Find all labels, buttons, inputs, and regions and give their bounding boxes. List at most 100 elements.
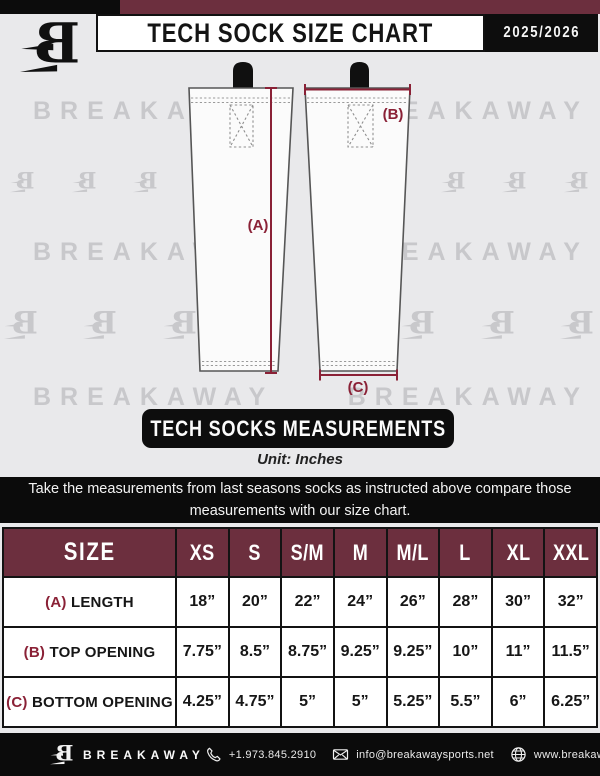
sock-measurement-diagram: (A) (B) (C) <box>188 62 411 396</box>
breakaway-logo-watermark-icon <box>560 307 596 343</box>
header-cell-sm: S/M <box>280 527 335 578</box>
header-cell-l: L <box>438 527 493 578</box>
breakaway-logo-watermark-icon <box>72 169 98 195</box>
unit-label: Unit: Inches <box>257 451 343 468</box>
globe-icon <box>511 747 526 762</box>
cell-length-l: 28” <box>438 576 493 628</box>
cell-bottom-sm: 5” <box>280 676 335 728</box>
measurements-banner: TECH SOCKS MEASUREMENTS <box>142 409 454 448</box>
cell-bottom-s: 4.75” <box>227 676 283 728</box>
header-cell-xs: XS <box>175 527 230 578</box>
cell-length-xs: 18” <box>175 576 230 628</box>
footer-email[interactable]: info@breakawaysports.net <box>332 746 494 763</box>
header-cell-xxl: XXL <box>543 527 598 578</box>
watermark-text-row: BREAKAWAY BREAKAWAY <box>33 383 589 411</box>
measurements-banner-label: TECH SOCKS MEASUREMENTS <box>150 415 446 441</box>
season-label: 2025/2026 <box>503 24 580 41</box>
header-cell-xl: XL <box>490 527 546 578</box>
header-cell-ml: M/L <box>385 527 441 578</box>
cell-top-s: 8.5” <box>227 626 283 678</box>
cell-length-s: 20” <box>227 576 283 628</box>
row-label-top-opening: (B) TOP OPENING <box>2 626 177 678</box>
right-sock-tab <box>350 62 369 88</box>
row-prefix-c: (C) <box>6 693 28 711</box>
col-label: XS <box>189 539 215 565</box>
cell-bottom-m: 5” <box>332 676 388 728</box>
cell-length-ml: 26” <box>385 576 441 628</box>
label-c: (C) <box>348 379 369 396</box>
col-label: S/M <box>290 539 325 565</box>
header-cell-m: M <box>332 527 388 578</box>
label-b: (B) <box>383 106 404 123</box>
footer-contacts: +1.973.845.2910 info@breakawaysports.net… <box>205 746 600 763</box>
cell-top-sm: 8.75” <box>280 626 335 678</box>
header-strip-maroon <box>120 0 600 14</box>
col-label: L <box>459 539 472 565</box>
row-label-bottom-opening: (C) BOTTOM OPENING <box>2 676 177 728</box>
col-label: M <box>352 539 368 565</box>
footer-brand: BREAKAWAY <box>50 742 205 767</box>
breakaway-logo-watermark-icon <box>10 169 36 195</box>
season-badge: 2025/2026 <box>485 14 598 52</box>
cell-bottom-xxl: 6.25” <box>543 676 598 728</box>
email-icon <box>333 749 349 760</box>
col-label: M/L <box>396 539 429 565</box>
col-label: XXL <box>552 539 589 565</box>
instruction-bar: Take the measurements from last seasons … <box>0 477 600 523</box>
col-label: S <box>248 539 262 565</box>
cell-length-xxl: 32” <box>543 576 598 628</box>
row-label-text: LENGTH <box>70 593 134 611</box>
left-sock-velcro-patch <box>229 104 254 148</box>
row-label-text: BOTTOM OPENING <box>31 693 173 711</box>
cell-top-ml: 9.25” <box>385 626 441 678</box>
footer-email-text: info@breakawaysports.net <box>356 748 494 761</box>
left-sock-tab <box>233 62 253 88</box>
breakaway-logo-watermark-icon <box>83 307 119 343</box>
cell-bottom-l: 5.5” <box>438 676 493 728</box>
footer-brand-name: BREAKAWAY <box>83 747 205 762</box>
breakaway-logo-watermark-icon <box>4 307 40 343</box>
measurement-lines <box>265 84 411 381</box>
cell-length-sm: 22” <box>280 576 335 628</box>
size-header-label: SIZE <box>63 538 116 566</box>
col-label: XL <box>506 539 531 565</box>
cell-top-xs: 7.75” <box>175 626 230 678</box>
breakaway-logo-watermark-icon <box>564 169 590 195</box>
cell-length-xl: 30” <box>490 576 546 628</box>
breakaway-logo-watermark-icon <box>502 169 528 195</box>
label-a: (A) <box>248 217 269 234</box>
table-row-bottom-opening: (C) BOTTOM OPENING 4.25” 4.75” 5” 5” 5.2… <box>2 676 598 728</box>
footer-phone[interactable]: +1.973.845.2910 <box>205 746 316 763</box>
row-prefix-a: (A) <box>45 593 67 611</box>
footer-website-text: www.breakawaysports.net <box>533 748 600 761</box>
instruction-text: Take the measurements from last seasons … <box>28 480 572 519</box>
breakaway-logo-watermark-icon <box>481 307 517 343</box>
row-label-text: TOP OPENING <box>49 643 156 661</box>
left-sock <box>188 62 294 372</box>
footer-bar: BREAKAWAY +1.973.845.2910 info@breakaway… <box>0 733 600 776</box>
cell-bottom-xl: 6” <box>490 676 546 728</box>
phone-icon <box>206 747 221 762</box>
row-prefix-b: (B) <box>23 643 46 661</box>
cell-bottom-ml: 5.25” <box>385 676 441 728</box>
cell-top-xl: 11” <box>490 626 546 678</box>
page-title-box: TECH SOCK SIZE CHART <box>96 14 485 52</box>
breakaway-logo-icon <box>50 742 75 767</box>
size-chart-table: SIZE XS S S/M M M/L L XL XXL (A) LENGTH … <box>2 527 598 728</box>
footer-phone-text: +1.973.845.2910 <box>228 748 317 761</box>
table-row-length: (A) LENGTH 18” 20” 22” 24” 26” 28” 30” 3… <box>2 576 598 628</box>
right-sock-velcro-patch <box>347 104 374 148</box>
header-strip-black <box>0 0 120 14</box>
watermark-text-row: BREAKAWAY BREAKAWAY <box>33 238 589 266</box>
table-row-top-opening: (B) TOP OPENING 7.75” 8.5” 8.75” 9.25” 9… <box>2 626 598 678</box>
cell-top-xxl: 11.5” <box>543 626 598 678</box>
cell-bottom-xs: 4.25” <box>175 676 230 728</box>
cell-top-l: 10” <box>438 626 493 678</box>
page-title: TECH SOCK SIZE CHART <box>147 17 434 48</box>
table-header-row: SIZE XS S S/M M M/L L XL XXL <box>2 527 598 578</box>
cell-length-m: 24” <box>332 576 388 628</box>
header-cell-size: SIZE <box>2 527 177 578</box>
cell-top-m: 9.25” <box>332 626 388 678</box>
footer-website[interactable]: www.breakawaysports.net <box>510 746 600 763</box>
